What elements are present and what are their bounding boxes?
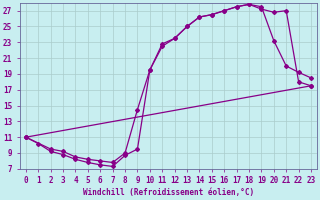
X-axis label: Windchill (Refroidissement éolien,°C): Windchill (Refroidissement éolien,°C) bbox=[83, 188, 254, 197]
